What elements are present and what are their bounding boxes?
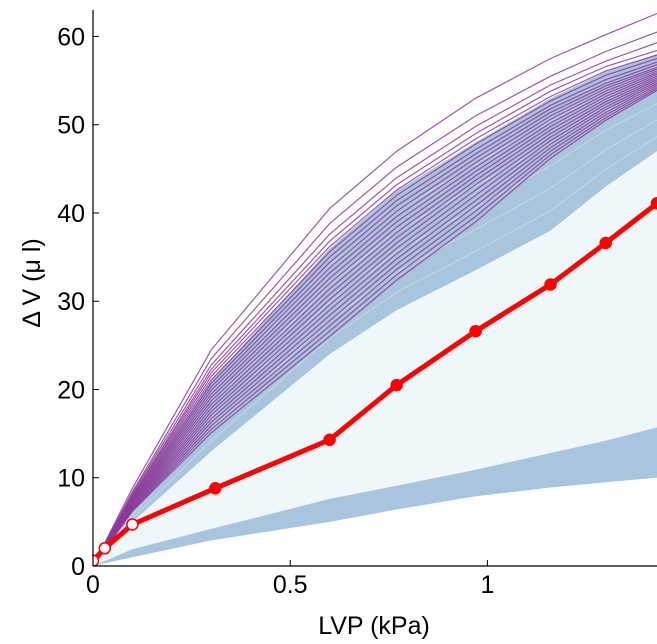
plot-area: [92, 12, 657, 566]
measured-point: [469, 324, 482, 338]
x-tick-label: 1: [480, 571, 494, 599]
purple-curve: [92, 57, 657, 566]
y-tick-label: 10: [57, 465, 85, 493]
y-tick-label: 60: [57, 23, 85, 51]
purple-curve: [92, 87, 657, 566]
purple-curves: [92, 12, 657, 566]
purple-curve: [92, 70, 657, 566]
measured-series: [92, 197, 657, 566]
purple-curve: [92, 86, 657, 566]
y-tick-label: 40: [57, 200, 85, 228]
purple-curve: [92, 73, 657, 566]
purple-curve: [92, 75, 657, 566]
x-tick-label: 0.5: [273, 571, 308, 599]
x-axis-label: LVP (kPa): [318, 612, 430, 640]
purple-curve: [92, 61, 657, 566]
purple-curve: [92, 12, 657, 566]
x-tick-label: 0: [86, 571, 100, 599]
band-streak: [92, 119, 657, 566]
purple-curve: [92, 66, 657, 566]
purple-curve: [92, 42, 657, 566]
purple-curve: [92, 31, 657, 566]
y-tick-label: 50: [57, 112, 85, 140]
axes: [92, 10, 657, 567]
measured-point: [544, 278, 557, 291]
measured-point: [209, 482, 222, 495]
purple-curve: [92, 84, 657, 566]
purple-curve: [92, 68, 657, 566]
purple-curve: [92, 50, 657, 566]
purple-curve: [92, 54, 657, 566]
measured-point: [599, 236, 612, 250]
y-tick-label: 30: [57, 288, 85, 316]
purple-curve: [92, 72, 657, 566]
y-tick-label: 20: [57, 376, 85, 404]
measured-point: [323, 433, 336, 447]
upper-dense-band: [93, 54, 657, 566]
measured-line: [92, 201, 657, 563]
lower-dense-band: [93, 427, 657, 566]
measured-point: [390, 378, 403, 392]
y-axis-label: Δ V (μ l): [18, 238, 46, 327]
purple-curve: [92, 64, 657, 566]
band-streak: [92, 136, 657, 566]
purple-curve: [92, 77, 657, 566]
purple-curve: [92, 82, 657, 566]
measured-point-open: [126, 518, 139, 531]
purple-curve: [92, 80, 657, 566]
y-tick-label: 0: [71, 553, 85, 581]
measured-point: [650, 197, 657, 210]
purple-curve: [92, 89, 657, 566]
measured-point-open: [98, 542, 112, 555]
purple-curve: [92, 79, 657, 566]
